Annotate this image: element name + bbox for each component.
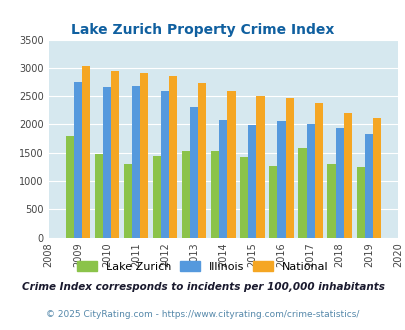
Bar xyxy=(190,108,198,238)
Bar xyxy=(181,151,190,238)
Bar xyxy=(327,164,335,238)
Bar xyxy=(94,154,102,238)
Bar xyxy=(211,151,219,238)
Bar xyxy=(111,71,119,238)
Bar xyxy=(169,76,177,238)
Bar xyxy=(227,90,235,238)
Bar xyxy=(153,155,161,238)
Bar xyxy=(248,125,256,238)
Bar xyxy=(372,118,380,238)
Bar xyxy=(198,83,206,238)
Bar xyxy=(335,128,343,238)
Bar xyxy=(140,73,148,238)
Bar xyxy=(306,124,314,238)
Bar xyxy=(102,86,111,238)
Bar xyxy=(356,167,364,238)
Text: Lake Zurich Property Crime Index: Lake Zurich Property Crime Index xyxy=(71,23,334,37)
Bar xyxy=(219,120,227,238)
Bar xyxy=(285,98,293,238)
Bar xyxy=(161,90,169,238)
Bar xyxy=(132,86,140,238)
Bar xyxy=(314,103,322,238)
Bar xyxy=(364,134,372,238)
Legend: Lake Zurich, Illinois, National: Lake Zurich, Illinois, National xyxy=(72,256,333,276)
Bar xyxy=(66,136,74,238)
Bar xyxy=(82,66,90,238)
Bar xyxy=(124,164,132,238)
Text: Crime Index corresponds to incidents per 100,000 inhabitants: Crime Index corresponds to incidents per… xyxy=(21,282,384,292)
Bar xyxy=(269,166,277,238)
Bar xyxy=(298,148,306,238)
Bar xyxy=(256,96,264,238)
Bar xyxy=(343,113,351,238)
Bar xyxy=(240,157,248,238)
Bar xyxy=(277,121,285,238)
Text: © 2025 CityRating.com - https://www.cityrating.com/crime-statistics/: © 2025 CityRating.com - https://www.city… xyxy=(46,310,359,319)
Bar xyxy=(74,82,82,238)
